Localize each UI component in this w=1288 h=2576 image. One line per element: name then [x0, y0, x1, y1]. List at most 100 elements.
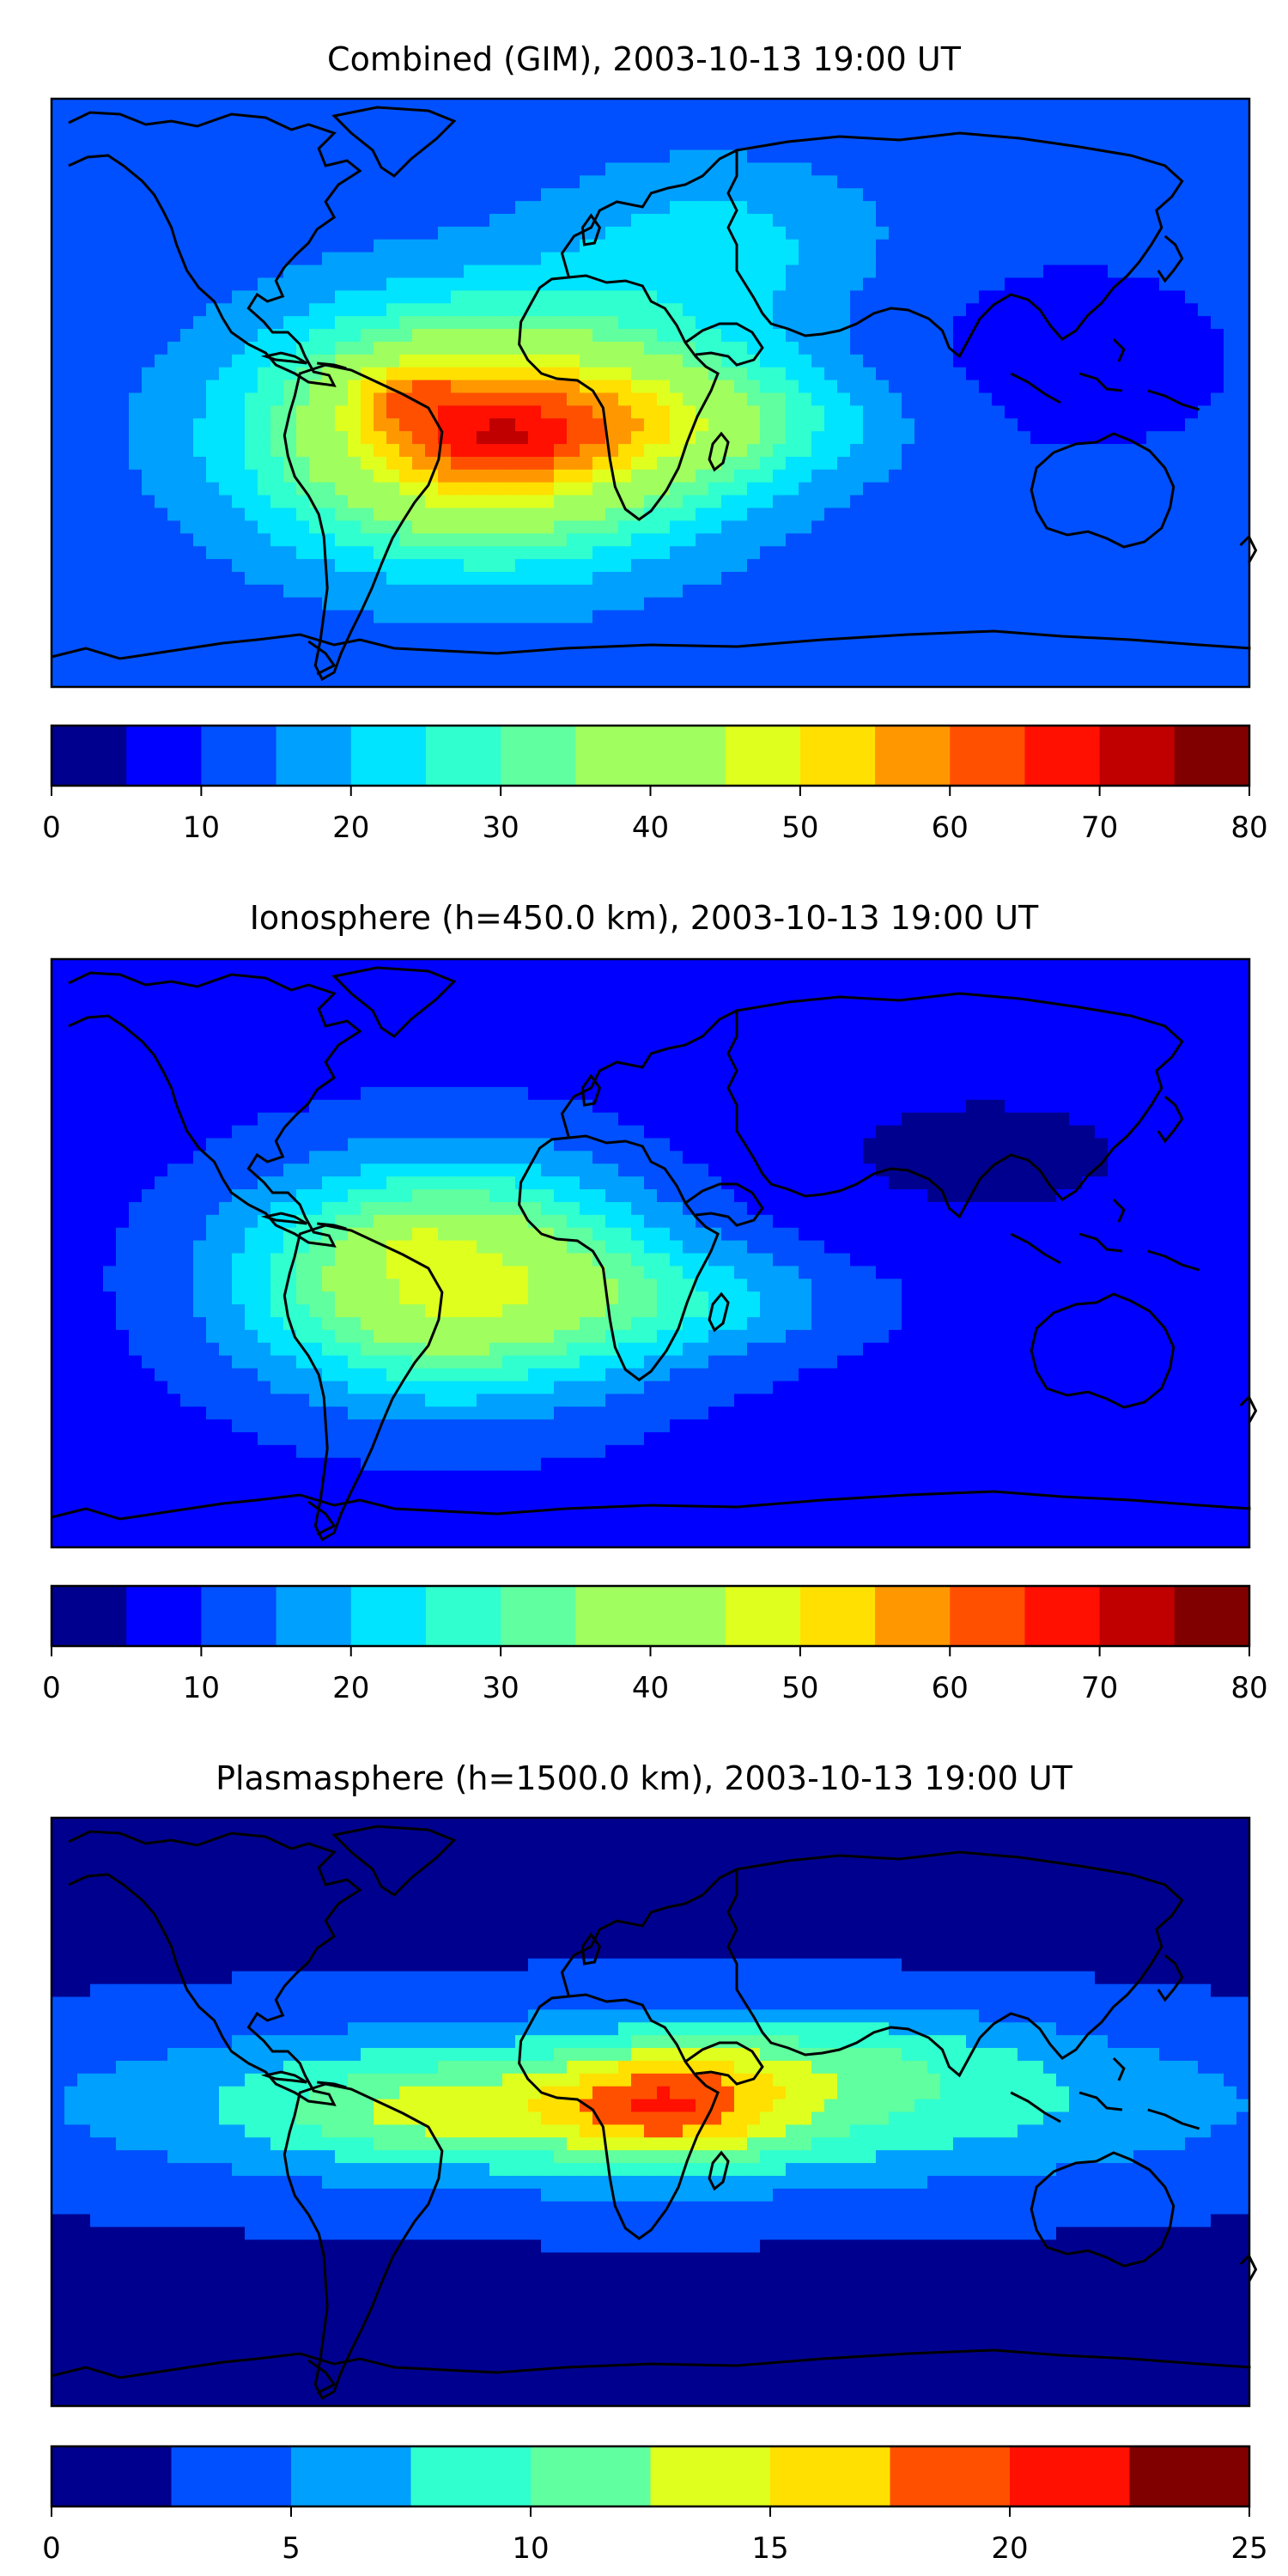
tec-cell	[953, 329, 967, 343]
tec-cell	[374, 252, 387, 266]
tec-cell	[1082, 303, 1096, 317]
tec-cell	[953, 469, 967, 483]
tec-cell	[760, 329, 774, 343]
tec-cell	[580, 610, 593, 624]
tec-cell	[1095, 482, 1109, 496]
tec-cell	[966, 623, 980, 637]
tec-cell	[953, 392, 967, 406]
tec-cell	[657, 367, 671, 381]
tec-cell	[889, 623, 902, 637]
tec-cell	[309, 674, 323, 688]
tec-cell	[502, 520, 516, 534]
tec-cell	[155, 507, 168, 522]
tec-cell	[1146, 482, 1160, 496]
tec-cell	[206, 341, 220, 355]
tec-cell	[1005, 559, 1018, 573]
tec-cell	[618, 99, 632, 112]
tec-cell	[592, 431, 606, 445]
tec-cell	[631, 392, 645, 406]
tec-cell	[451, 392, 465, 406]
tec-cell	[914, 252, 928, 266]
tec-cell	[734, 661, 748, 675]
tec-cell	[850, 1010, 864, 1024]
tec-cell	[580, 354, 593, 368]
tec-cell	[374, 674, 387, 688]
tec-cell	[1211, 201, 1224, 215]
tec-cell	[515, 290, 529, 304]
tec-cell	[245, 149, 258, 164]
tec-cell	[914, 469, 928, 483]
tec-cell	[335, 431, 349, 445]
tec-cell	[554, 418, 568, 432]
tec-cell	[811, 303, 825, 317]
tec-cell	[953, 546, 967, 560]
tec-cell	[889, 571, 902, 586]
tec-cell	[618, 469, 632, 483]
tec-cell	[1056, 674, 1070, 688]
tec-cell	[489, 264, 503, 279]
tec-cell	[953, 1036, 967, 1049]
tec-cell	[927, 226, 941, 240]
tec-cell	[219, 482, 233, 496]
tec-cell	[1146, 264, 1160, 279]
tec-cell	[309, 482, 323, 496]
tec-cell	[618, 329, 632, 343]
tec-cell	[837, 482, 851, 496]
tec-cell	[258, 456, 271, 471]
tec-cell	[889, 584, 902, 598]
tec-cell	[1018, 239, 1031, 253]
tec-cell	[837, 124, 851, 138]
tec-cell	[734, 380, 748, 394]
tec-cell	[52, 997, 65, 1012]
tec-cell	[824, 959, 838, 973]
tec-cell	[1095, 367, 1109, 381]
tec-cell	[644, 149, 658, 164]
tec-cell	[309, 405, 323, 419]
tec-cell	[696, 1010, 709, 1024]
tec-cell	[696, 188, 709, 202]
tec-cell	[335, 1048, 349, 1062]
tec-cell	[438, 533, 452, 547]
tec-cell	[786, 1023, 799, 1036]
tec-cell	[1069, 137, 1083, 151]
tec-cell	[129, 456, 143, 471]
tec-cell	[155, 1023, 168, 1036]
tec-cell	[477, 623, 490, 637]
tec-cell	[1056, 201, 1070, 215]
tec-cell	[1056, 984, 1070, 999]
tec-cell	[155, 997, 168, 1012]
tec-cell	[940, 201, 954, 215]
tec-cell	[1133, 571, 1147, 586]
tec-cell	[515, 661, 529, 675]
tec-cell	[696, 495, 709, 509]
tec-cell	[1005, 392, 1018, 406]
tec-cell	[940, 971, 954, 986]
tec-cell	[914, 175, 928, 189]
tec-cell	[850, 456, 864, 471]
tec-cell	[1043, 469, 1057, 483]
tec-cell	[335, 444, 349, 458]
tec-cell	[1159, 482, 1173, 496]
tec-cell	[1043, 329, 1057, 343]
tec-cell	[837, 316, 851, 330]
tec-cell	[760, 431, 774, 445]
tec-cell	[799, 214, 812, 228]
tec-cell	[889, 984, 902, 999]
tec-cell	[889, 559, 902, 573]
tec-cell	[1018, 277, 1031, 291]
tec-cell	[1056, 559, 1070, 573]
tec-cell	[219, 214, 233, 228]
tec-cell	[219, 405, 233, 419]
tec-cell	[451, 997, 465, 1012]
tec-cell	[1198, 418, 1212, 432]
tec-cell	[90, 597, 104, 611]
tec-cell	[1043, 546, 1057, 560]
tec-cell	[528, 226, 542, 240]
tec-cell	[1133, 469, 1147, 483]
tec-cell	[245, 1036, 258, 1049]
tec-cell	[399, 201, 413, 215]
tec-cell	[52, 482, 65, 496]
tec-cell	[219, 520, 233, 534]
tec-cell	[979, 495, 993, 509]
tec-cell	[129, 661, 143, 675]
